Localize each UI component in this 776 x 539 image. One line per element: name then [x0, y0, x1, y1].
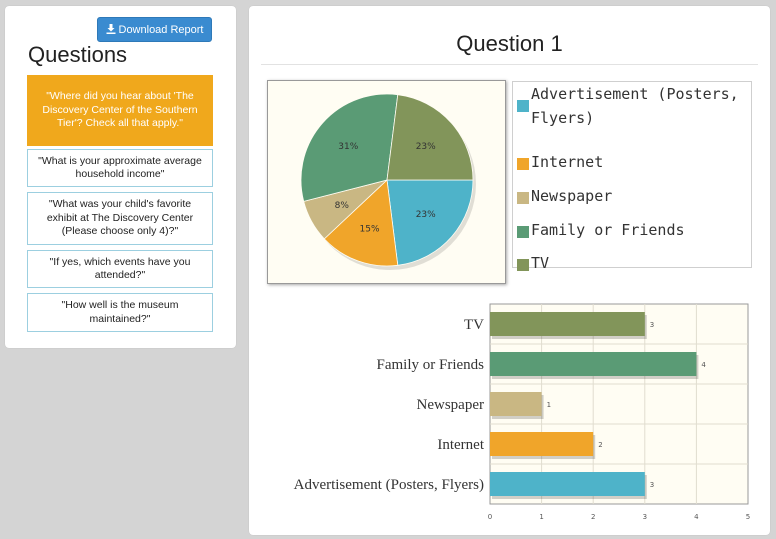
pie-label-newspaper: 8% [335, 201, 350, 211]
question-item-4[interactable]: "If yes, which events have you attended?… [27, 250, 213, 288]
legend-swatch [517, 259, 529, 271]
bar-x-tick-label: 3 [643, 513, 647, 521]
question-item-5[interactable]: "How well is the museum maintained?" [27, 293, 213, 332]
legend-label: Newspaper [531, 187, 613, 205]
download-icon [106, 19, 116, 44]
bar-family-or-friends[interactable] [490, 352, 697, 376]
pie-chart-frame: 23% 15% 8% 31% 23% [267, 80, 506, 284]
question-item-2-text: "What is your approximate average househ… [38, 154, 202, 181]
question-title: Question 1 [456, 31, 563, 56]
pie-label-family-or-friends: 31% [338, 142, 358, 152]
bar-chart: 3 Advertisement (Posters, Flyers) 2 Interne… [294, 303, 750, 521]
question-results-panel: Question 1 23% 15% 8% 31% 23% Advertisement … [249, 6, 770, 535]
legend-swatch [517, 226, 529, 238]
bar-value-label-tv: 3 [650, 321, 654, 329]
bar-value-label-family-or-friends: 4 [701, 361, 706, 369]
bar-x-tick-label: 5 [746, 513, 750, 521]
title-divider [261, 64, 758, 65]
bar-newspaper[interactable] [490, 392, 542, 416]
questions-heading: Questions [28, 42, 128, 67]
legend-label: TV [531, 254, 550, 272]
bar-category-label-internet: Internet [437, 437, 484, 453]
bar-x-tick-label: 2 [591, 513, 595, 521]
pie-label-internet: 15% [360, 225, 380, 235]
bar-category-label-advertisement-posters-flyers: Advertisement (Posters, Flyers) [294, 477, 484, 493]
bar-category-label-family-or-friends: Family or Friends [377, 357, 485, 373]
legend-label: Advertisement (Posters, Flyers) [531, 85, 739, 127]
bar-x-tick-label: 0 [488, 513, 492, 521]
bar-tv[interactable] [490, 312, 645, 336]
pie-label-advertisement-posters-flyers: 23% [416, 210, 436, 220]
question-item-1[interactable]: "Where did you hear about 'The Discovery… [27, 75, 213, 146]
pie-label-tv: 23% [416, 142, 436, 152]
legend-swatch [517, 100, 529, 112]
bar-advertisement-posters-flyers[interactable] [490, 472, 645, 496]
bar-value-label-advertisement-posters-flyers: 3 [650, 481, 654, 489]
pie-slice-family-or-friends[interactable] [300, 93, 399, 202]
legend-label: Internet [531, 153, 604, 171]
bar-category-label-newspaper: Newspaper [417, 397, 484, 413]
pie-slice-advertisement-posters-flyers[interactable] [386, 179, 474, 266]
download-report-button[interactable]: Download Report [97, 17, 212, 42]
bar-value-label-internet: 2 [598, 441, 602, 449]
question-item-3[interactable]: "What was your child's favorite exhibit … [27, 192, 213, 245]
download-report-label: Download Report [118, 24, 204, 36]
questions-panel: Download Report Questions "Where did you… [5, 6, 236, 348]
bar-internet[interactable] [490, 432, 594, 456]
pie-chart: 23% 15% 8% 31% 23% [300, 93, 476, 270]
bar-category-label-tv: TV [464, 317, 484, 333]
bar-x-tick-label: 4 [694, 513, 699, 521]
question-item-5-text: "How well is the museum maintained?" [61, 299, 179, 325]
question-item-2[interactable]: "What is your approximate average househ… [27, 149, 213, 187]
legend-label: Family or Friends [531, 221, 685, 239]
question-item-4-text: "If yes, which events have you attended?… [49, 255, 191, 282]
pie-slice-tv[interactable] [386, 94, 474, 181]
bar-value-label-newspaper: 1 [547, 401, 551, 409]
pie-legend: Advertisement (Posters, Flyers) Internet N… [512, 81, 752, 272]
bar-x-tick-label: 1 [539, 513, 543, 521]
question-item-3-text: "What was your child's favorite exhibit … [46, 198, 194, 238]
pie-slice-internet[interactable] [323, 179, 399, 267]
question-item-1-text: "Where did you hear about 'The Discovery… [42, 90, 198, 130]
legend-swatch [517, 192, 529, 204]
legend-swatch [517, 158, 529, 170]
